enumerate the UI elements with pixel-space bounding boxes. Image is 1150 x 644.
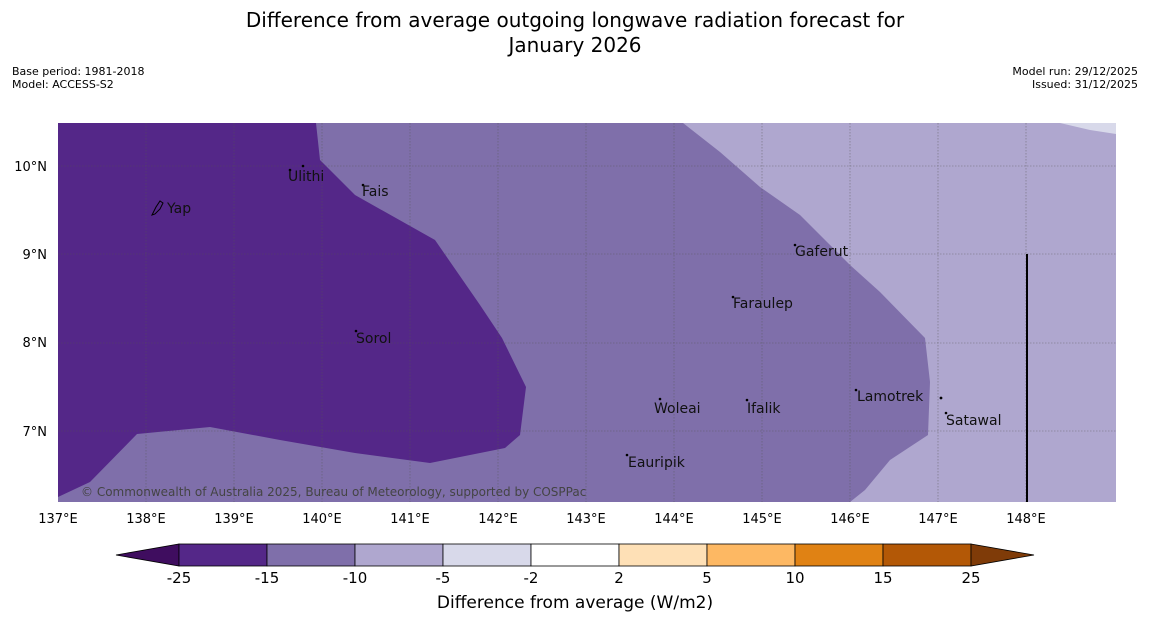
lon-label: 148°E [1006,512,1046,527]
place-label-eauripik: Eauripik [628,455,686,471]
colorbar-segment [706,543,796,567]
chart-title: Difference from average outgoing longwav… [0,8,1150,58]
place-label-ulithi: Ulithi [288,169,324,185]
lat-label: 8°N [23,336,48,351]
colorbar: -25 -15 -10 -5 -2 2 5 10 15 25 [115,543,1035,587]
meta-left: Base period: 1981-2018 Model: ACCESS-S2 [12,65,144,91]
lon-label: 143°E [566,512,606,527]
place-label-ifalik: Ifalik [747,401,781,417]
fais-dot [361,183,365,187]
lon-label: 140°E [302,512,342,527]
colorbar-tick: -10 [343,569,368,587]
colorbar-segment [794,543,884,567]
lat-label: 10°N [14,160,47,175]
colorbar-tick: 25 [961,569,980,587]
lat-label: 9°N [23,248,48,263]
anomaly-fields [58,123,1116,502]
gaferut-dot [793,243,797,247]
colorbar-segment [178,543,268,567]
lat-label: 7°N [23,425,48,440]
lon-label: 141°E [390,512,430,527]
model-name: Model: ACCESS-S2 [12,78,114,91]
faraulep-dot [731,295,735,299]
islands [151,164,948,457]
colorbar-tick: -15 [255,569,280,587]
colorbar-extend-right [970,543,1035,567]
colorbar-segment [442,543,532,567]
issued-date: Issued: 31/12/2025 [1031,78,1138,91]
base-period: Base period: 1981-2018 [12,65,145,78]
lon-axis-labels: 137°E 138°E 139°E 140°E 141°E 142°E 143°… [38,512,1046,527]
place-label-fais: Fais [362,184,389,200]
place-labels: Ulithi Fais Yap Gaferut Faraulep Sorol L… [166,169,1001,471]
place-label-woleai: Woleai [654,401,701,417]
colorbar-segment [354,543,444,567]
lon-label: 138°E [126,512,166,527]
place-label-satawal: Satawal [946,413,1001,429]
colorbar-tick: 10 [785,569,804,587]
place-label-faraulep: Faraulep [733,296,793,312]
meta-right: Model run: 29/12/2025 Issued: 31/12/2025 [1012,65,1138,91]
lon-label: 137°E [38,512,78,527]
lon-label: 139°E [214,512,254,527]
lamotrek-dot [854,388,858,392]
colorbar-tick: -2 [524,569,539,587]
colorbar-tick: -25 [167,569,192,587]
lon-label: 147°E [918,512,958,527]
colorbar-tick: 5 [702,569,712,587]
eauripik-dot [625,453,629,457]
yap-island-outline [151,200,164,216]
ulithi-dot-2 [301,164,305,168]
place-label-yap: Yap [166,201,191,217]
field-minus-15-to-minus-25 [58,123,526,497]
colorbar-extend-left [115,543,180,567]
model-run: Model run: 29/12/2025 [1012,65,1138,78]
colorbar-tick: 2 [614,569,624,587]
title-line-1: Difference from average outgoing longwav… [245,8,905,32]
satawal-dot [944,411,948,415]
place-label-lamotrek: Lamotrek [857,389,924,405]
colorbar-label: Difference from average (W/m2) [436,593,714,613]
colorbar-segment [618,543,708,567]
colorbar-segment [530,543,620,567]
title-line-2: January 2026 [508,33,642,57]
colorbar-tick: -5 [436,569,451,587]
woleai-dot [658,397,662,401]
place-label-sorol: Sorol [356,331,391,347]
colorbar-segment [266,543,356,567]
place-label-gaferut: Gaferut [795,244,849,260]
colorbar-segment [882,543,972,567]
copyright-notice: © Commonwealth of Australia 2025, Bureau… [81,485,586,499]
lon-label: 144°E [654,512,694,527]
ulithi-dot [288,168,292,172]
colorbar-tick: 15 [873,569,892,587]
lon-label: 146°E [830,512,870,527]
ifalik-dot [745,398,749,402]
lon-label: 142°E [478,512,518,527]
lon-label: 145°E [742,512,782,527]
lamotrek-dot-2 [939,396,943,400]
lat-axis-labels: 10°N 9°N 8°N 7°N [14,160,47,440]
field-minus-2-to-minus-5 [1060,123,1116,134]
sorol-dot [354,329,358,333]
